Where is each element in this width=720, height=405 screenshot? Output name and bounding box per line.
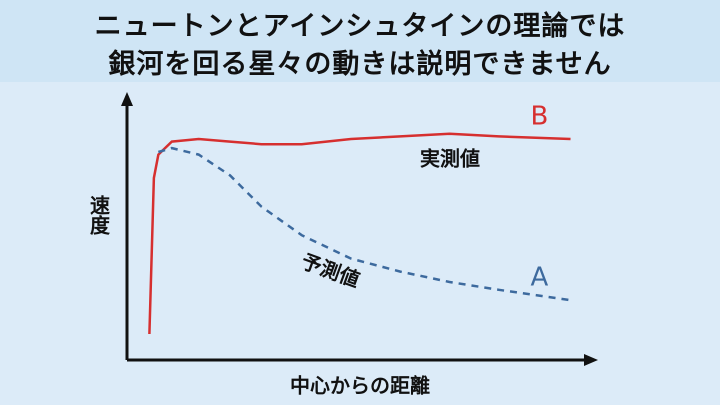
annotation: 実測値: [420, 147, 480, 171]
title-band: [0, 0, 720, 82]
annotation: 予測値: [298, 249, 363, 292]
title-line: 銀河を回る星々の動きは説明できません: [108, 49, 612, 80]
y-axis-label: 速度: [87, 195, 111, 236]
series-line: [148, 132, 571, 335]
x-arrow: [584, 354, 598, 366]
series-line: [158, 146, 571, 302]
y-arrow: [121, 92, 133, 106]
title-line: ニュートンとアインシュタインの理論では: [94, 11, 626, 42]
series-label: B: [531, 102, 549, 132]
x-axis-label: 中心からの距離: [290, 374, 430, 398]
series-label: A: [531, 263, 549, 293]
